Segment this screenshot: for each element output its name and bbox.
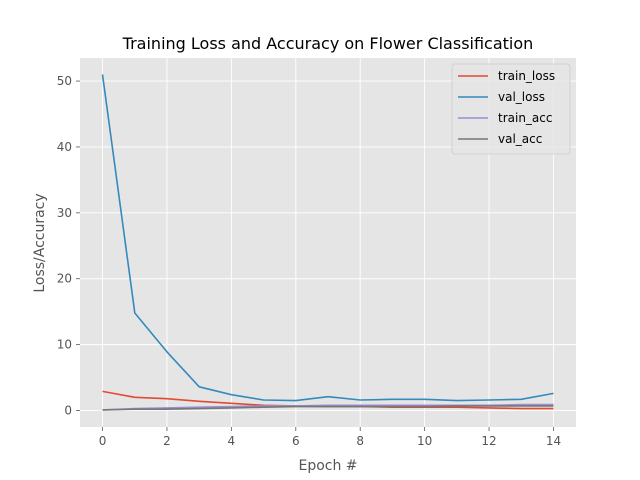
y-tick-label: 30 (57, 206, 72, 220)
y-tick-label: 0 (64, 404, 72, 418)
x-tick-label: 14 (546, 434, 561, 448)
legend-box (451, 63, 571, 155)
y-tick-label: 10 (57, 338, 72, 352)
y-tick-label: 40 (57, 140, 72, 154)
x-tick-label: 0 (99, 434, 107, 448)
series-line-val-loss (101, 74, 554, 402)
grid (80, 58, 576, 427)
x-tick-label: 8 (356, 434, 364, 448)
x-tick-label: 6 (292, 434, 300, 448)
x-tick-label: 10 (417, 434, 432, 448)
chart-title: Training Loss and Accuracy on Flower Cla… (122, 34, 534, 53)
x-tick-label: 2 (163, 434, 171, 448)
series-lines (101, 74, 554, 411)
legend-label-train-loss: train_loss (498, 69, 555, 83)
x-tick-label: 4 (228, 434, 236, 448)
legend-label-train-acc: train_acc (498, 111, 552, 125)
y-tick-label: 50 (57, 74, 72, 88)
legend: train_loss val_loss train_acc val_acc (451, 63, 571, 155)
legend-label-val-loss: val_loss (498, 90, 545, 104)
y-axis-label: Loss/Accuracy (32, 193, 48, 292)
y-tick-label: 20 (57, 272, 72, 286)
series-line-val-acc (102, 405, 554, 411)
x-axis-label: Epoch # (298, 458, 357, 474)
x-axis-ticks: 0 2 4 6 8 10 12 14 (99, 427, 561, 448)
legend-label-val-acc: val_acc (498, 132, 542, 146)
x-tick-label: 12 (481, 434, 496, 448)
y-axis-ticks: 0 10 20 30 40 50 (57, 74, 80, 418)
